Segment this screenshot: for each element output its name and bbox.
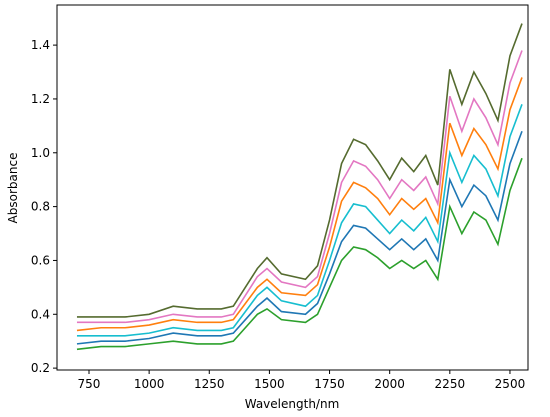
y-tick-label: 1.4 [31, 38, 50, 52]
y-tick-label: 1.0 [31, 146, 50, 160]
spectrum-line [76, 130, 523, 345]
y-tick-label: 1.2 [31, 92, 50, 106]
spectrum-line [76, 104, 523, 337]
spectrum-line [76, 157, 523, 351]
plot-frame [56, 4, 529, 371]
y-tick-label: 0.4 [31, 307, 50, 321]
x-tick-label: 2000 [374, 377, 405, 391]
y-axis-label: Absorbance [6, 153, 20, 224]
x-tick-label: 1000 [134, 377, 165, 391]
x-axis-label: Wavelength/nm [245, 397, 340, 411]
x-tick-label: 750 [78, 377, 101, 391]
y-tick-label: 0.8 [31, 200, 50, 214]
y-tick-label: 0.6 [31, 253, 50, 267]
x-tick-label: 1500 [254, 377, 285, 391]
x-tick-label: 2250 [435, 377, 466, 391]
y-tick-label: 0.2 [31, 361, 50, 375]
x-tick-label: 2500 [495, 377, 526, 391]
spectrum-line [76, 23, 523, 318]
spectrum-line [76, 77, 523, 332]
x-tick-label: 1750 [314, 377, 345, 391]
spectrum-line [76, 50, 523, 324]
x-tick-label: 1250 [194, 377, 225, 391]
